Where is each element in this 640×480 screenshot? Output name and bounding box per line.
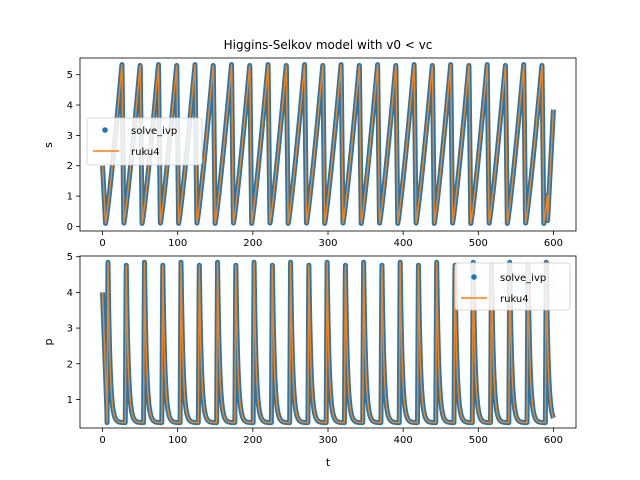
p-x-tick-label: 600 [544,435,563,446]
s-plot-legend: solve_ivp ruku4 [86,117,203,166]
s-x-tick-label: 300 [318,238,337,249]
p-y-tick-label: 1 [67,395,73,406]
p-plot-curves [100,259,556,426]
p-plot-ylabel: p [42,338,55,345]
s-x-tick-label: 400 [394,238,413,249]
s-y-tick-label: 2 [67,161,73,172]
s-plot-ylabel: s [42,142,55,148]
chart-title: Higgins-Selkov model with v0 < vc [224,38,433,52]
p-x-tick-label: 300 [318,435,337,446]
s-y-tick-label: 1 [67,192,73,203]
p-plot-legend: solve_ivp ruku4 [454,262,571,311]
p-y-tick-label: 5 [67,252,73,263]
s-x-tick-label: 0 [99,238,105,249]
s-plot-y-ticks: 0 1 2 3 4 5 [67,70,80,233]
p-x-tick-label: 200 [243,435,262,446]
s-plot-legend-box [86,117,203,166]
s-legend-solve-ivp-label: solve_ivp [131,126,177,137]
p-y-tick-label: 4 [67,288,73,299]
p-legend-solve-ivp-label: solve_ivp [500,273,546,284]
p-y-tick-label: 3 [67,324,73,335]
p-plot-x-ticks: 0 100 200 300 400 500 600 [99,428,563,446]
s-legend-solve-ivp-marker [102,127,108,133]
s-x-tick-label: 200 [243,238,262,249]
s-y-tick-label: 3 [67,131,73,142]
p-x-tick-label: 500 [469,435,488,446]
s-plot-x-ticks: 0 100 200 300 400 500 600 [99,231,563,249]
s-y-tick-label: 0 [67,222,73,233]
s-y-tick-label: 5 [67,70,73,81]
p-x-tick-label: 100 [168,435,187,446]
s-x-tick-label: 100 [168,238,187,249]
p-y-tick-label: 2 [67,359,73,370]
p-x-tick-label: 0 [99,435,105,446]
s-x-tick-label: 600 [544,238,563,249]
p-plot-y-ticks: 1 2 3 4 5 [67,252,80,406]
s-x-tick-label: 500 [469,238,488,249]
p-legend-solve-ivp-marker [471,274,477,280]
p-plot-xlabel: t [326,456,331,469]
s-legend-ruku4-label: ruku4 [131,147,160,158]
s-y-tick-label: 4 [67,101,73,112]
p-legend-ruku4-label: ruku4 [500,294,529,305]
p-ruku4-series [101,261,555,424]
p-x-tick-label: 400 [394,435,413,446]
